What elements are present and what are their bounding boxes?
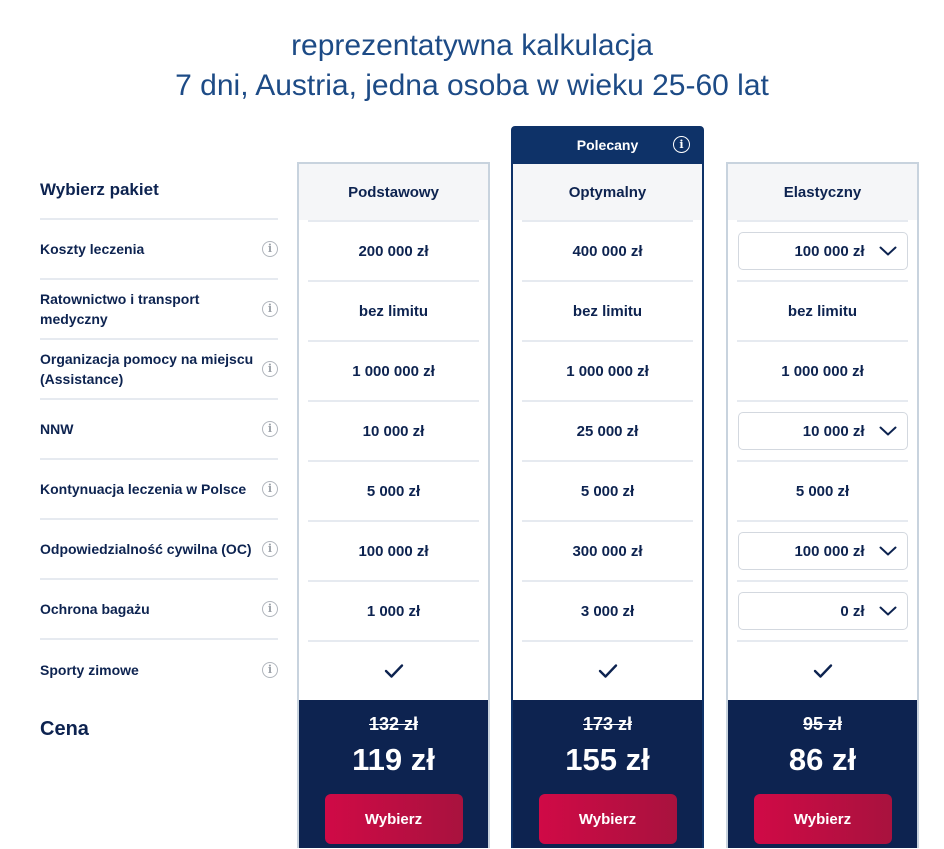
value-oc: 300 000 zł bbox=[522, 520, 693, 580]
checkmark-icon bbox=[384, 663, 404, 679]
checkmark-icon bbox=[813, 663, 833, 679]
info-icon[interactable]: i bbox=[262, 601, 278, 617]
new-price: 119 zł bbox=[352, 742, 435, 777]
value-koszty-leczenia: 400 000 zł bbox=[522, 220, 693, 280]
value-assistance: 1 000 000 zł bbox=[308, 340, 479, 400]
recommended-badge-label: Polecany bbox=[576, 137, 639, 153]
value-oc: 100 000 zł bbox=[737, 520, 908, 580]
value-nnw: 10 000 zł bbox=[737, 400, 908, 460]
row-label-text: NNW bbox=[40, 421, 74, 437]
chevron-down-icon bbox=[879, 546, 897, 556]
row-label-text: Sporty zimowe bbox=[40, 662, 139, 678]
row-label-text: Kontynuacja leczenia w Polsce bbox=[40, 481, 247, 497]
select-button[interactable]: Wybierz bbox=[324, 794, 463, 844]
old-price: 132 zł bbox=[368, 714, 419, 734]
value-ratownictwo: bez limitu bbox=[308, 280, 479, 340]
select-button[interactable]: Wybierz bbox=[753, 794, 892, 844]
select-value: 100 000 zł bbox=[794, 242, 865, 260]
row-label-koszty-leczenia: Koszty leczenia i bbox=[40, 220, 278, 280]
info-icon[interactable]: i bbox=[262, 421, 278, 437]
price-box: 173 zł 155 zł Wybierz bbox=[513, 700, 702, 848]
value-nnw: 25 000 zł bbox=[522, 400, 693, 460]
value-sporty-zimowe bbox=[737, 640, 908, 700]
value-kontynuacja: 5 000 zł bbox=[737, 460, 908, 520]
new-price: 155 zł bbox=[565, 742, 650, 777]
value-bagaz: 0 zł bbox=[737, 580, 908, 640]
info-icon[interactable]: i bbox=[262, 662, 278, 678]
select-value: 0 zł bbox=[840, 602, 865, 620]
info-icon[interactable]: i bbox=[262, 481, 278, 497]
select-button[interactable]: Wybierz bbox=[538, 794, 677, 844]
info-icon[interactable]: i bbox=[262, 301, 278, 317]
row-label-text: Ochrona bagażu bbox=[40, 601, 150, 617]
package-elastyczny: Elastyczny 100 000 zł bez limitu 1 000 0… bbox=[726, 162, 919, 848]
package-name: Elastyczny bbox=[728, 164, 917, 220]
package-name: Podstawowy bbox=[299, 164, 488, 220]
value-sporty-zimowe bbox=[522, 640, 693, 700]
value-koszty-leczenia: 200 000 zł bbox=[308, 220, 479, 280]
koszty-leczenia-select[interactable]: 100 000 zł bbox=[737, 232, 908, 270]
value-ratownictwo: bez limitu bbox=[737, 280, 908, 340]
row-label-assistance: Organizacja pomocy na miejscu (Assistanc… bbox=[40, 340, 278, 400]
chevron-down-icon bbox=[879, 606, 897, 616]
recommended-badge: Polecany i bbox=[511, 126, 704, 164]
bagaz-select[interactable]: 0 zł bbox=[737, 592, 908, 630]
price-box: 95 zł 86 zł Wybierz bbox=[728, 700, 917, 848]
new-price: 86 zł bbox=[788, 742, 857, 777]
row-label-text: Ratownictwo i transport medyczny bbox=[40, 291, 200, 327]
price-label: Cena bbox=[40, 718, 89, 740]
info-icon[interactable]: i bbox=[262, 541, 278, 557]
value-kontynuacja: 5 000 zł bbox=[308, 460, 479, 520]
value-assistance: 1 000 000 zł bbox=[737, 340, 908, 400]
page-headline: reprezentatywna kalkulacja 7 dni, Austri… bbox=[0, 26, 944, 106]
choose-package-label: Wybierz pakiet bbox=[40, 162, 278, 220]
value-bagaz: 1 000 zł bbox=[308, 580, 479, 640]
select-value: 100 000 zł bbox=[794, 542, 865, 560]
checkmark-icon bbox=[598, 663, 618, 679]
row-label-sporty-zimowe: Sporty zimowe i bbox=[40, 640, 278, 700]
chevron-down-icon bbox=[879, 246, 897, 256]
info-icon[interactable]: i bbox=[262, 361, 278, 377]
row-label-ratownictwo: Ratownictwo i transport medyczny i bbox=[40, 280, 278, 340]
select-value: 10 000 zł bbox=[802, 422, 865, 440]
price-box: 132 zł 119 zł Wybierz bbox=[299, 700, 488, 848]
row-label-text: Koszty leczenia bbox=[40, 241, 145, 257]
package-podstawowy: Podstawowy 200 000 zł bez limitu 1 000 0… bbox=[297, 162, 490, 848]
headline-line-1: reprezentatywna kalkulacja bbox=[291, 29, 653, 62]
chevron-down-icon bbox=[879, 426, 897, 436]
row-label-text: Organizacja pomocy na miejscu (Assistanc… bbox=[40, 351, 254, 387]
headline-line-2: 7 dni, Austria, jedna osoba w wieku 25-6… bbox=[175, 69, 769, 102]
value-nnw: 10 000 zł bbox=[308, 400, 479, 460]
row-labels: Wybierz pakiet Koszty leczenia i Ratowni… bbox=[40, 162, 278, 700]
info-icon[interactable]: i bbox=[673, 136, 690, 153]
package-optymalny: Optymalny 400 000 zł bez limitu 1 000 00… bbox=[511, 162, 704, 848]
value-sporty-zimowe bbox=[308, 640, 479, 700]
old-price: 173 zł bbox=[582, 714, 633, 734]
oc-select[interactable]: 100 000 zł bbox=[737, 532, 908, 570]
value-ratownictwo: bez limitu bbox=[522, 280, 693, 340]
package-name: Optymalny bbox=[513, 164, 702, 220]
nnw-select[interactable]: 10 000 zł bbox=[737, 412, 908, 450]
value-koszty-leczenia: 100 000 zł bbox=[737, 220, 908, 280]
row-label-bagaz: Ochrona bagażu i bbox=[40, 580, 278, 640]
value-oc: 100 000 zł bbox=[308, 520, 479, 580]
value-assistance: 1 000 000 zł bbox=[522, 340, 693, 400]
old-price: 95 zł bbox=[802, 714, 843, 734]
info-icon[interactable]: i bbox=[262, 241, 278, 257]
value-kontynuacja: 5 000 zł bbox=[522, 460, 693, 520]
row-label-kontynuacja: Kontynuacja leczenia w Polsce i bbox=[40, 460, 278, 520]
row-label-oc: Odpowiedzialność cywilna (OC) i bbox=[40, 520, 278, 580]
value-bagaz: 3 000 zł bbox=[522, 580, 693, 640]
row-label-text: Odpowiedzialność cywilna (OC) bbox=[40, 541, 252, 557]
row-label-nnw: NNW i bbox=[40, 400, 278, 460]
